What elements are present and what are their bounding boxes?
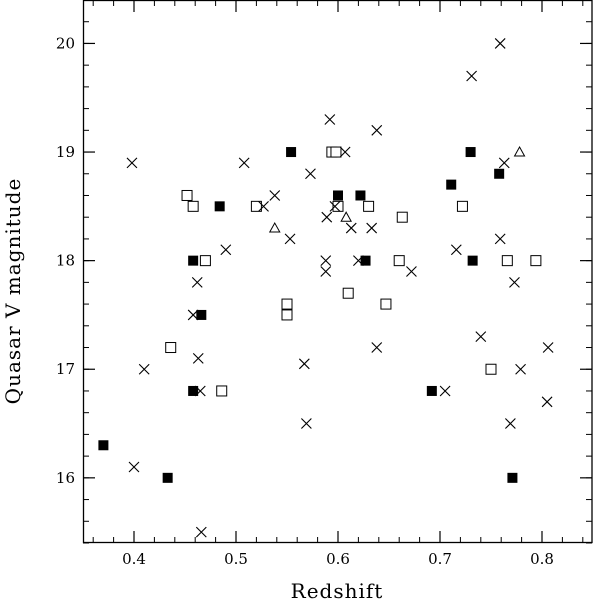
- open-square-point: [250, 200, 262, 212]
- open-square-point: [530, 255, 542, 267]
- cross-point: [187, 309, 199, 321]
- cross-point: [220, 244, 232, 256]
- cross-point: [406, 266, 417, 277]
- triangle-point: [340, 211, 353, 222]
- filled-square-point: [188, 255, 199, 266]
- cross-point: [498, 157, 510, 169]
- open-square-point: [501, 255, 513, 267]
- open-square-point: [165, 342, 177, 354]
- cross-point: [258, 200, 269, 212]
- cross-point: [515, 363, 526, 375]
- cross-point: [194, 385, 206, 397]
- x-tick-label: 0.7: [428, 550, 452, 568]
- filled-square-point: [196, 309, 207, 320]
- open-square-point: [363, 200, 375, 212]
- open-square-point: [199, 255, 211, 267]
- y-axis-title: Quasar V magnitude: [1, 178, 25, 405]
- cross-point: [300, 418, 312, 429]
- cross-point: [128, 461, 140, 473]
- open-square-point: [393, 255, 405, 267]
- filled-square-point: [333, 190, 343, 201]
- open-square-point: [181, 189, 193, 201]
- cross-point: [138, 363, 150, 375]
- filled-square-point: [467, 255, 478, 266]
- cross-point: [371, 124, 383, 136]
- x-tick-label: 0.6: [326, 550, 350, 568]
- x-tick-label: 0.4: [122, 550, 146, 568]
- filled-square-point: [98, 440, 109, 451]
- cross-point: [475, 331, 487, 343]
- cross-point: [192, 352, 204, 364]
- cross-point: [509, 276, 520, 288]
- cross-point: [305, 168, 316, 180]
- cross-point: [542, 342, 554, 353]
- filled-square-point: [188, 385, 199, 396]
- filled-square-point: [494, 168, 505, 179]
- open-square-point: [332, 200, 344, 212]
- cross-point: [339, 146, 351, 158]
- cross-point: [504, 418, 516, 429]
- open-square-point: [342, 287, 354, 299]
- open-square-point: [396, 211, 408, 223]
- filled-square-point: [286, 147, 297, 158]
- cross-point: [353, 255, 364, 267]
- cross-point: [494, 233, 506, 245]
- cross-point: [320, 266, 332, 277]
- cross-point: [195, 526, 207, 538]
- cross-point: [284, 233, 296, 245]
- filled-square-point: [162, 472, 173, 483]
- y-tick-label: 20: [56, 34, 75, 52]
- open-square-point: [281, 298, 293, 310]
- cross-point: [439, 385, 451, 397]
- filled-square-point: [465, 147, 476, 158]
- cross-point: [494, 38, 506, 49]
- cross-point: [269, 190, 281, 201]
- y-tick-label: 16: [56, 469, 75, 487]
- open-square-point: [485, 363, 497, 375]
- filled-square-point: [214, 201, 225, 212]
- triangle-point: [268, 222, 281, 233]
- open-square-point: [281, 309, 293, 321]
- cross-point: [126, 157, 138, 169]
- open-square-point: [330, 146, 342, 158]
- cross-point: [329, 200, 341, 212]
- filled-square-point: [360, 255, 371, 266]
- y-tick-label: 18: [56, 252, 75, 270]
- cross-point: [366, 222, 378, 234]
- cross-point: [345, 222, 357, 234]
- triangle-point: [513, 146, 526, 157]
- y-tick-label: 19: [56, 143, 75, 161]
- open-square-point: [216, 385, 228, 397]
- filled-square-point: [426, 385, 437, 396]
- plot-frame: [82, 0, 593, 544]
- open-square-point: [187, 200, 199, 212]
- y-tick-label: 17: [56, 360, 75, 378]
- cross-point: [321, 211, 333, 223]
- cross-point: [324, 114, 336, 125]
- x-tick-label: 0.8: [530, 550, 554, 568]
- cross-point: [541, 396, 553, 408]
- cross-point: [191, 276, 203, 288]
- filled-square-point: [355, 190, 366, 201]
- cross-point: [238, 157, 250, 169]
- x-axis-title: Redshift: [291, 579, 384, 603]
- cross-point: [466, 70, 478, 82]
- cross-point: [371, 342, 383, 353]
- open-square-point: [456, 200, 468, 212]
- cross-point: [450, 244, 462, 256]
- cross-point: [320, 255, 332, 267]
- filled-square-point: [446, 179, 457, 190]
- x-tick-label: 0.5: [224, 550, 248, 568]
- open-square-point: [380, 298, 392, 310]
- filled-square-point: [507, 472, 518, 483]
- cross-point: [298, 358, 310, 370]
